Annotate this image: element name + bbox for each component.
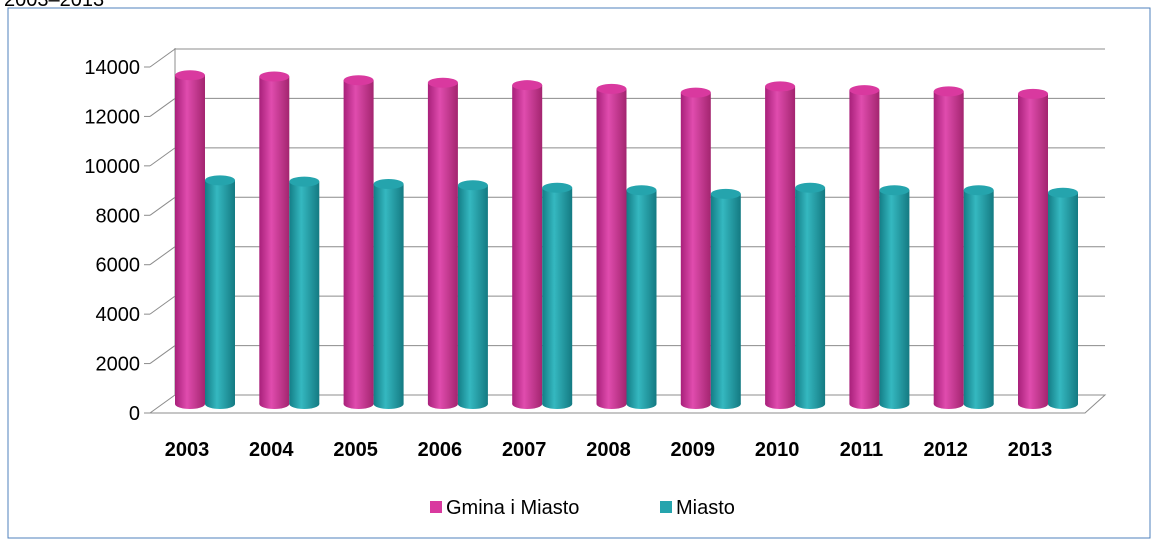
bar: [963, 185, 994, 409]
bar: [1048, 187, 1078, 409]
bar: [626, 185, 657, 409]
bar-top: [795, 182, 826, 193]
bar-top: [175, 70, 205, 81]
y-tick-label: 6000: [96, 255, 141, 277]
bar-body: [373, 184, 404, 404]
grid-line-side: [149, 295, 176, 315]
x-tick-label: 2005: [333, 439, 378, 461]
bar-top: [710, 188, 741, 199]
bar-top: [205, 175, 235, 186]
bar-top: [933, 86, 964, 97]
grid-line-side: [149, 48, 176, 68]
bar-top: [963, 185, 994, 196]
legend-label: Miasto: [676, 497, 735, 519]
bar-top: [343, 75, 374, 86]
x-tick-label: 2006: [418, 439, 463, 461]
bar-body: [710, 193, 741, 404]
bar: [427, 77, 458, 409]
grid-line-side: [149, 98, 176, 117]
bar-top: [849, 85, 880, 96]
bar-top: [542, 182, 573, 193]
bar: [205, 175, 235, 409]
x-tick-label: 2008: [586, 439, 631, 461]
bar-top: [373, 179, 404, 190]
grid-line-side: [149, 196, 176, 216]
y-tick-label: 4000: [96, 304, 141, 326]
y-tick-label: 2000: [96, 354, 141, 376]
bar-body: [765, 86, 796, 405]
bar-body: [205, 180, 235, 404]
bar-body: [1018, 93, 1048, 404]
bar: [680, 87, 711, 409]
bar: [879, 185, 910, 409]
bar-body: [849, 90, 880, 404]
legend-swatch: [660, 501, 672, 513]
bar-body: [963, 190, 994, 404]
x-tick-label: 2009: [671, 439, 716, 461]
bar: [933, 86, 964, 409]
y-tick-label: 14000: [84, 57, 140, 79]
y-tick-label: 8000: [96, 205, 141, 227]
bar-body: [343, 80, 374, 404]
bar: [343, 75, 374, 409]
y-tick-label: 10000: [84, 156, 140, 178]
bar-top: [289, 176, 320, 187]
bar-top: [457, 180, 488, 191]
grid-line-side: [149, 246, 176, 266]
bar-body: [795, 187, 826, 404]
bar-body: [259, 76, 290, 405]
bar: [259, 71, 290, 409]
bar: [289, 176, 320, 409]
legend-swatch: [430, 501, 442, 513]
bar-body: [596, 88, 627, 405]
bar: [849, 85, 880, 409]
bar-body: [175, 75, 205, 405]
bar-body: [626, 190, 657, 404]
bar-body: [427, 82, 458, 404]
x-tick-label: 2003: [165, 439, 210, 461]
bar-top: [512, 80, 543, 91]
bar-body: [457, 185, 488, 404]
bar: [710, 188, 741, 409]
bar: [373, 179, 404, 409]
bar-top: [626, 185, 657, 196]
bar-top: [1048, 187, 1078, 198]
bar-body: [512, 85, 543, 404]
y-tick-label: 12000: [84, 106, 140, 128]
bar: [457, 180, 488, 409]
bar-top: [879, 185, 910, 196]
grid-line-side: [149, 147, 176, 167]
bar: [1018, 88, 1048, 409]
legend-label: Gmina i Miasto: [446, 497, 579, 519]
bar: [175, 70, 205, 409]
bar: [795, 182, 826, 409]
bar: [512, 80, 543, 409]
bar-top: [427, 77, 458, 88]
x-tick-label: 2011: [840, 439, 883, 461]
x-tick-label: 2004: [249, 439, 294, 461]
bar-top: [596, 83, 627, 94]
bar-top: [765, 81, 796, 92]
chart-title: 2003–2013: [4, 0, 104, 11]
bar-top: [1018, 88, 1048, 99]
x-tick-label: 2012: [923, 439, 968, 461]
x-tick-label: 2007: [502, 439, 547, 461]
y-tick-label: 0: [129, 403, 140, 425]
bar-body: [680, 92, 711, 404]
bar: [765, 81, 796, 409]
bar-body: [933, 91, 964, 404]
bar-body: [542, 187, 573, 404]
bar-body: [1048, 192, 1078, 404]
x-tick-label: 2010: [755, 439, 800, 461]
bar: [596, 83, 627, 409]
bar-body: [289, 181, 320, 404]
bar-body: [879, 190, 910, 404]
bar-top: [680, 87, 711, 98]
grid-line-side: [149, 345, 176, 364]
x-tick-label: 2013: [1008, 439, 1053, 461]
bar-top: [259, 71, 290, 82]
bar: [542, 182, 573, 409]
